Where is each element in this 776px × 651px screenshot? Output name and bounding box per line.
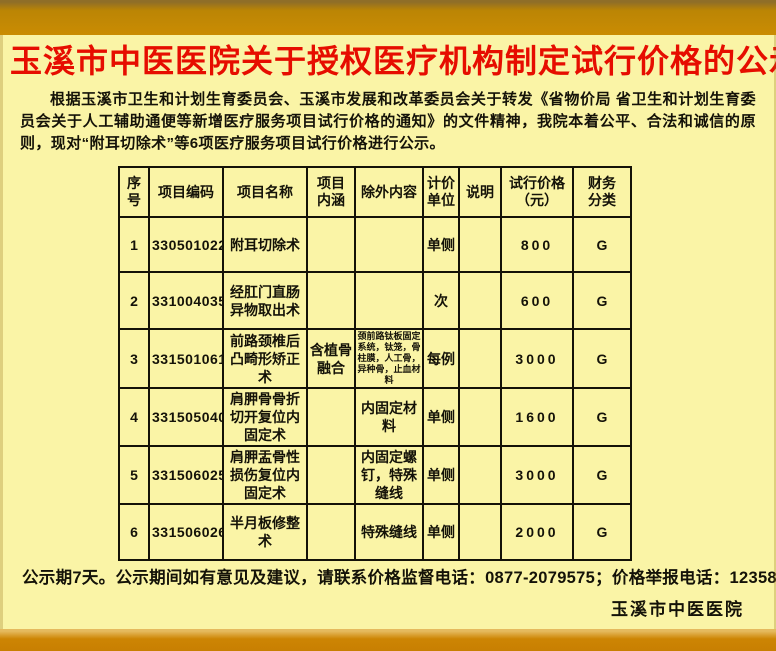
table-row: 4 331505040 肩胛骨骨折切开复位内固定术 内固定材料 单侧 1600 … xyxy=(118,387,632,447)
cell-exclusion: 内固定螺钉，特殊缝线 xyxy=(354,445,424,505)
table-row: 3 331501061 前路颈椎后凸畸形矫正术 含植骨融合 颈前路钛板固定系统，… xyxy=(118,328,632,389)
price-table: 序 号 项目编码 项目名称 项目 内涵 除外内容 计价 单位 说明 试行价格 （… xyxy=(118,166,632,561)
col-header-code: 项目编码 xyxy=(148,166,224,218)
top-orange-band xyxy=(0,0,776,35)
col-header-seq: 序 号 xyxy=(118,166,150,218)
cell-exclusion: 特殊缝线 xyxy=(354,503,424,561)
cell-class: G xyxy=(572,445,632,505)
cell-code: 331501061 xyxy=(148,328,224,389)
cell-price: 800 xyxy=(500,216,574,273)
cell-unit: 单侧 xyxy=(422,216,460,273)
intro-paragraph: 根据玉溪市卫生和计划生育委员会、玉溪市发展和改革委员会关于转发《省物价局 省卫生… xyxy=(20,91,756,152)
cell-name: 肩胛骨骨折切开复位内固定术 xyxy=(222,387,308,447)
cell-price: 1600 xyxy=(500,387,574,447)
cell-name: 附耳切除术 xyxy=(222,216,308,273)
cell-unit: 单侧 xyxy=(422,445,460,505)
cell-price: 2000 xyxy=(500,503,574,561)
cell-unit: 次 xyxy=(422,271,460,330)
col-header-name: 项目名称 xyxy=(222,166,308,218)
cell-class: G xyxy=(572,216,632,273)
cell-seq: 3 xyxy=(118,328,150,389)
cell-code: 331004035 xyxy=(148,271,224,330)
cell-connotation xyxy=(306,216,356,273)
cell-unit: 每例 xyxy=(422,328,460,389)
table-row: 2 331004035 经肛门直肠异物取出术 次 600 G xyxy=(118,271,632,330)
cell-connotation xyxy=(306,387,356,447)
cell-exclusion: 颈前路钛板固定系统，钛笼，骨柱膜，人工骨，异种骨，止血材料 xyxy=(354,328,424,389)
col-header-class: 财务 分类 xyxy=(572,166,632,218)
cell-connotation xyxy=(306,445,356,505)
publicity-notice-line: 公示期7天。公示期间如有意见及建议，请联系价格监督电话：0877-2079575… xyxy=(22,569,776,587)
cell-price: 3000 xyxy=(500,328,574,389)
page-title: 玉溪市中医医院关于授权医疗机构制定试行价格的公示 xyxy=(10,43,776,79)
col-header-connotation: 项目 内涵 xyxy=(306,166,356,218)
cell-exclusion xyxy=(354,271,424,330)
cell-connotation: 含植骨融合 xyxy=(306,328,356,389)
cell-class: G xyxy=(572,503,632,561)
table-row: 6 331506026 半月板修整术 特殊缝线 单侧 2000 G xyxy=(118,503,632,561)
cell-unit: 单侧 xyxy=(422,387,460,447)
cell-code: 331506026 xyxy=(148,503,224,561)
cell-note xyxy=(458,503,502,561)
cell-connotation xyxy=(306,503,356,561)
cell-class: G xyxy=(572,271,632,330)
cell-unit: 单侧 xyxy=(422,503,460,561)
col-header-note: 说明 xyxy=(458,166,502,218)
cell-note xyxy=(458,271,502,330)
cell-seq: 4 xyxy=(118,387,150,447)
cell-price: 600 xyxy=(500,271,574,330)
cell-seq: 2 xyxy=(118,271,150,330)
cell-note xyxy=(458,445,502,505)
cell-name: 肩胛盂骨性损伤复位内固定术 xyxy=(222,445,308,505)
bottom-orange-band xyxy=(0,629,776,651)
cell-class: G xyxy=(572,328,632,389)
cell-price: 3000 xyxy=(500,445,574,505)
table-header-row: 序 号 项目编码 项目名称 项目 内涵 除外内容 计价 单位 说明 试行价格 （… xyxy=(118,166,632,218)
cell-exclusion xyxy=(354,216,424,273)
table-row: 5 331506025 肩胛盂骨性损伤复位内固定术 内固定螺钉，特殊缝线 单侧 … xyxy=(118,445,632,505)
right-edge-shade xyxy=(774,35,776,629)
left-edge-shade xyxy=(0,35,3,629)
col-header-unit: 计价 单位 xyxy=(422,166,460,218)
cell-note xyxy=(458,387,502,447)
cell-seq: 6 xyxy=(118,503,150,561)
cell-seq: 5 xyxy=(118,445,150,505)
cell-class: G xyxy=(572,387,632,447)
cell-code: 331506025 xyxy=(148,445,224,505)
cell-note xyxy=(458,328,502,389)
cell-code: 330501022 xyxy=(148,216,224,273)
cell-connotation xyxy=(306,271,356,330)
cell-seq: 1 xyxy=(118,216,150,273)
cell-name: 前路颈椎后凸畸形矫正术 xyxy=(222,328,308,389)
col-header-price: 试行价格 （元） xyxy=(500,166,574,218)
cell-exclusion: 内固定材料 xyxy=(354,387,424,447)
col-header-exclusion: 除外内容 xyxy=(354,166,424,218)
cell-note xyxy=(458,216,502,273)
cell-code: 331505040 xyxy=(148,387,224,447)
cell-name: 经肛门直肠异物取出术 xyxy=(222,271,308,330)
table-row: 1 330501022 附耳切除术 单侧 800 G xyxy=(118,216,632,273)
cell-name: 半月板修整术 xyxy=(222,503,308,561)
hospital-signature: 玉溪市中医医院 xyxy=(611,600,744,619)
